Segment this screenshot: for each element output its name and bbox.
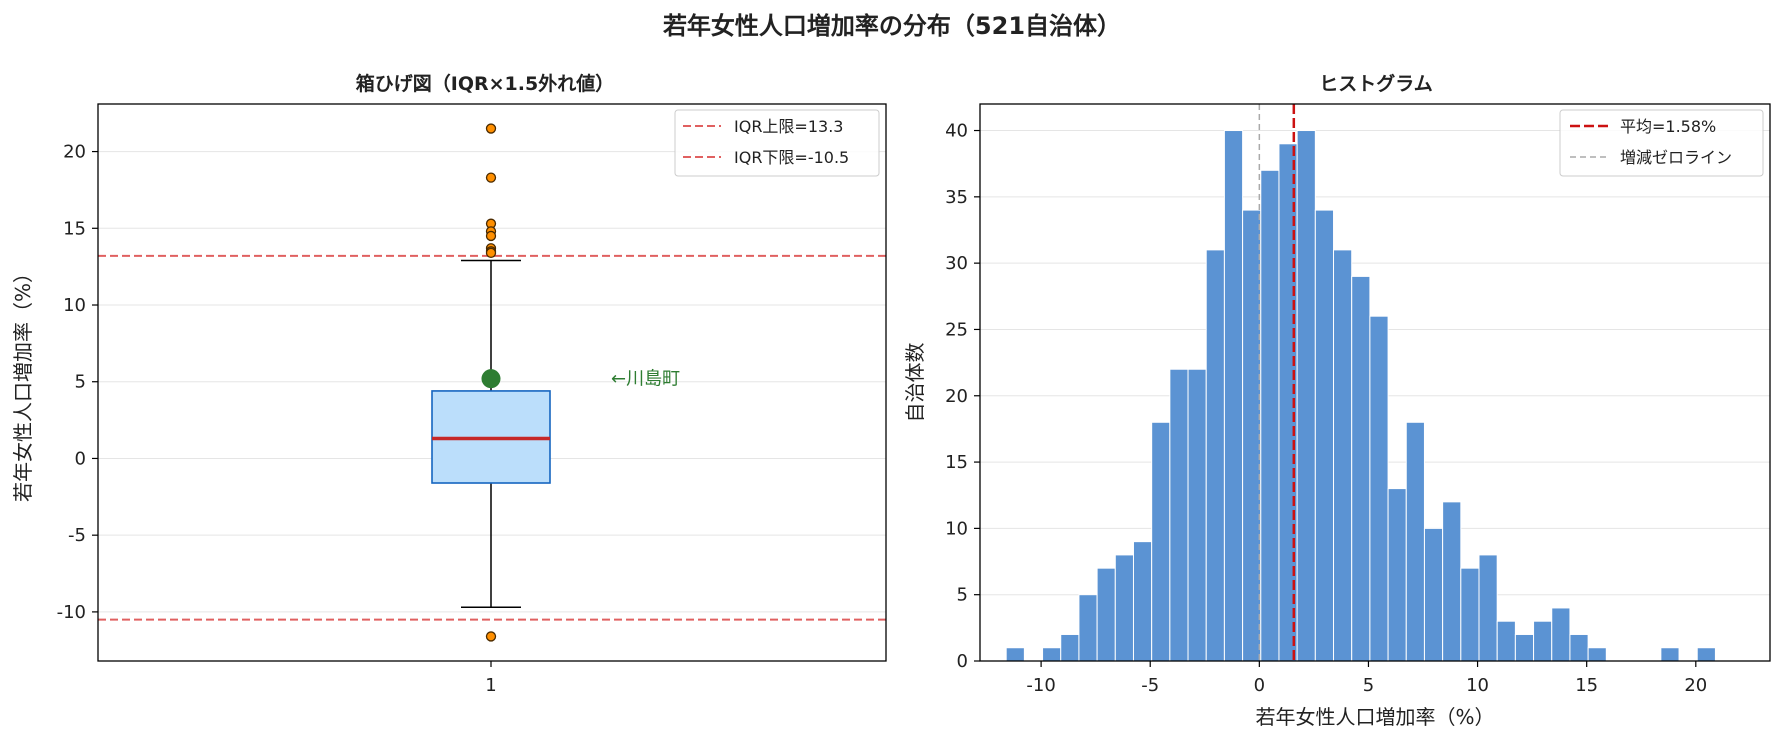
histogram-legend: 平均=1.58% 増減ゼロライン (1559, 109, 1764, 177)
histogram-bar (1696, 647, 1716, 662)
boxplot-title: 箱ひげ図（IQR×1.5外れ値） (356, 72, 614, 95)
histogram-bar (1169, 368, 1189, 662)
histogram-bar (1369, 315, 1389, 662)
kawajima-label: ←川島町 (611, 369, 680, 390)
y-tick-label: 15 (63, 218, 86, 239)
x-tick-label: 15 (1575, 675, 1598, 696)
histogram-bar (1005, 647, 1025, 662)
histogram-bar (1205, 249, 1225, 662)
histogram-bar (1569, 633, 1589, 662)
y-tick-label: 15 (945, 452, 968, 473)
histogram-bar (1296, 130, 1316, 662)
y-tick-label: 10 (945, 518, 968, 539)
kawajima-marker (481, 369, 501, 389)
boxplot-legend-frame (674, 109, 880, 177)
histogram-bar (1223, 130, 1244, 662)
outlier-point (485, 230, 497, 242)
histogram-bar (1514, 633, 1535, 662)
histogram-bar (1151, 421, 1171, 662)
histogram-bar (1496, 620, 1516, 662)
outlier-point (485, 172, 497, 183)
boxplot-y-axis-label: 若年女性人口増加率（%） (11, 263, 35, 502)
boxplot-y-ticks: -10 -5 0 5 10 15 20 (57, 142, 98, 623)
histogram-bar (1132, 541, 1153, 662)
histogram-bar (1387, 488, 1407, 662)
legend-iqr-upper-label: IQR上限=13.3 (734, 117, 843, 136)
histogram-y-axis-label: 自治体数 (903, 343, 927, 423)
figure-title: 若年女性人口増加率の分布（521自治体） (662, 12, 1121, 40)
y-tick-label: 40 (945, 121, 968, 142)
histogram-y-ticks: 0 5 10 15 20 25 30 35 40 (945, 121, 980, 672)
histogram-bar (1333, 249, 1353, 662)
boxplot-panel: 箱ひげ図（IQR×1.5外れ値） ←川島町 -10 -5 0 5 10 15 20 1 若年… (11, 72, 887, 696)
legend-mean-label: 平均=1.58% (1620, 117, 1716, 136)
histogram-frame (979, 103, 1771, 662)
histogram-bar (1551, 607, 1571, 662)
histogram-bar (1042, 647, 1062, 662)
histogram-bar (1096, 567, 1116, 662)
outlier-points (485, 123, 497, 642)
histogram-bar (1405, 421, 1425, 662)
x-tick-label: -5 (1141, 675, 1159, 696)
histogram-bar (1078, 594, 1098, 662)
legend-zero-label: 増減ゼロライン (1620, 148, 1732, 167)
histogram-bar (1423, 527, 1444, 662)
x-tick-label: 10 (1466, 675, 1489, 696)
x-tick-label: 0 (1254, 675, 1265, 696)
y-tick-label: 5 (75, 372, 86, 393)
histogram-bar (1114, 554, 1134, 662)
outlier-point (485, 123, 497, 134)
histogram-bar (1460, 567, 1480, 662)
histogram-bar (1314, 209, 1335, 662)
y-tick-label: -5 (68, 525, 86, 546)
histogram-legend-frame (1559, 109, 1764, 177)
histogram-bar (1660, 647, 1680, 662)
y-tick-label: 10 (63, 295, 86, 316)
legend-iqr-lower-label: IQR下限=-10.5 (734, 148, 849, 167)
outlier-point (485, 247, 497, 258)
x-tick-label: 5 (1363, 675, 1374, 696)
histogram-bar (1187, 368, 1207, 662)
boxplot-x-tick-label: 1 (485, 675, 496, 696)
histogram-bar (1478, 554, 1498, 662)
y-tick-label: 0 (957, 651, 968, 672)
y-tick-label: 20 (945, 386, 968, 407)
boxplot-legend: IQR上限=13.3 IQR下限=-10.5 (674, 109, 880, 177)
boxplot-frame (97, 103, 887, 662)
histogram-x-ticks: -10 -5 0 5 10 15 20 (1026, 661, 1707, 696)
x-tick-label: -10 (1026, 675, 1055, 696)
histogram-x-axis-label: 若年女性人口増加率（%） (1255, 705, 1494, 729)
histogram-title: ヒストグラム (1319, 72, 1432, 95)
y-tick-label: 25 (945, 319, 968, 340)
y-tick-label: 20 (63, 142, 86, 163)
y-tick-label: 30 (945, 253, 968, 274)
histogram-bar (1242, 209, 1262, 662)
y-tick-label: 5 (957, 585, 968, 606)
y-tick-label: -10 (57, 602, 86, 623)
y-tick-label: 35 (945, 187, 968, 208)
histogram-bar (1442, 501, 1462, 662)
histogram-bar (1260, 169, 1280, 662)
histogram-bar (1060, 633, 1080, 662)
histogram-panel: ヒストグラム 0 5 10 15 20 25 30 35 40 -10 -5 0 5 10 15 20 自治… (903, 72, 1771, 729)
y-tick-label: 0 (75, 448, 86, 469)
outlier-point (485, 631, 497, 642)
histogram-bar (1351, 275, 1371, 662)
histogram-bar (1533, 620, 1553, 662)
x-tick-label: 20 (1684, 675, 1707, 696)
histogram-bar (1587, 647, 1607, 662)
